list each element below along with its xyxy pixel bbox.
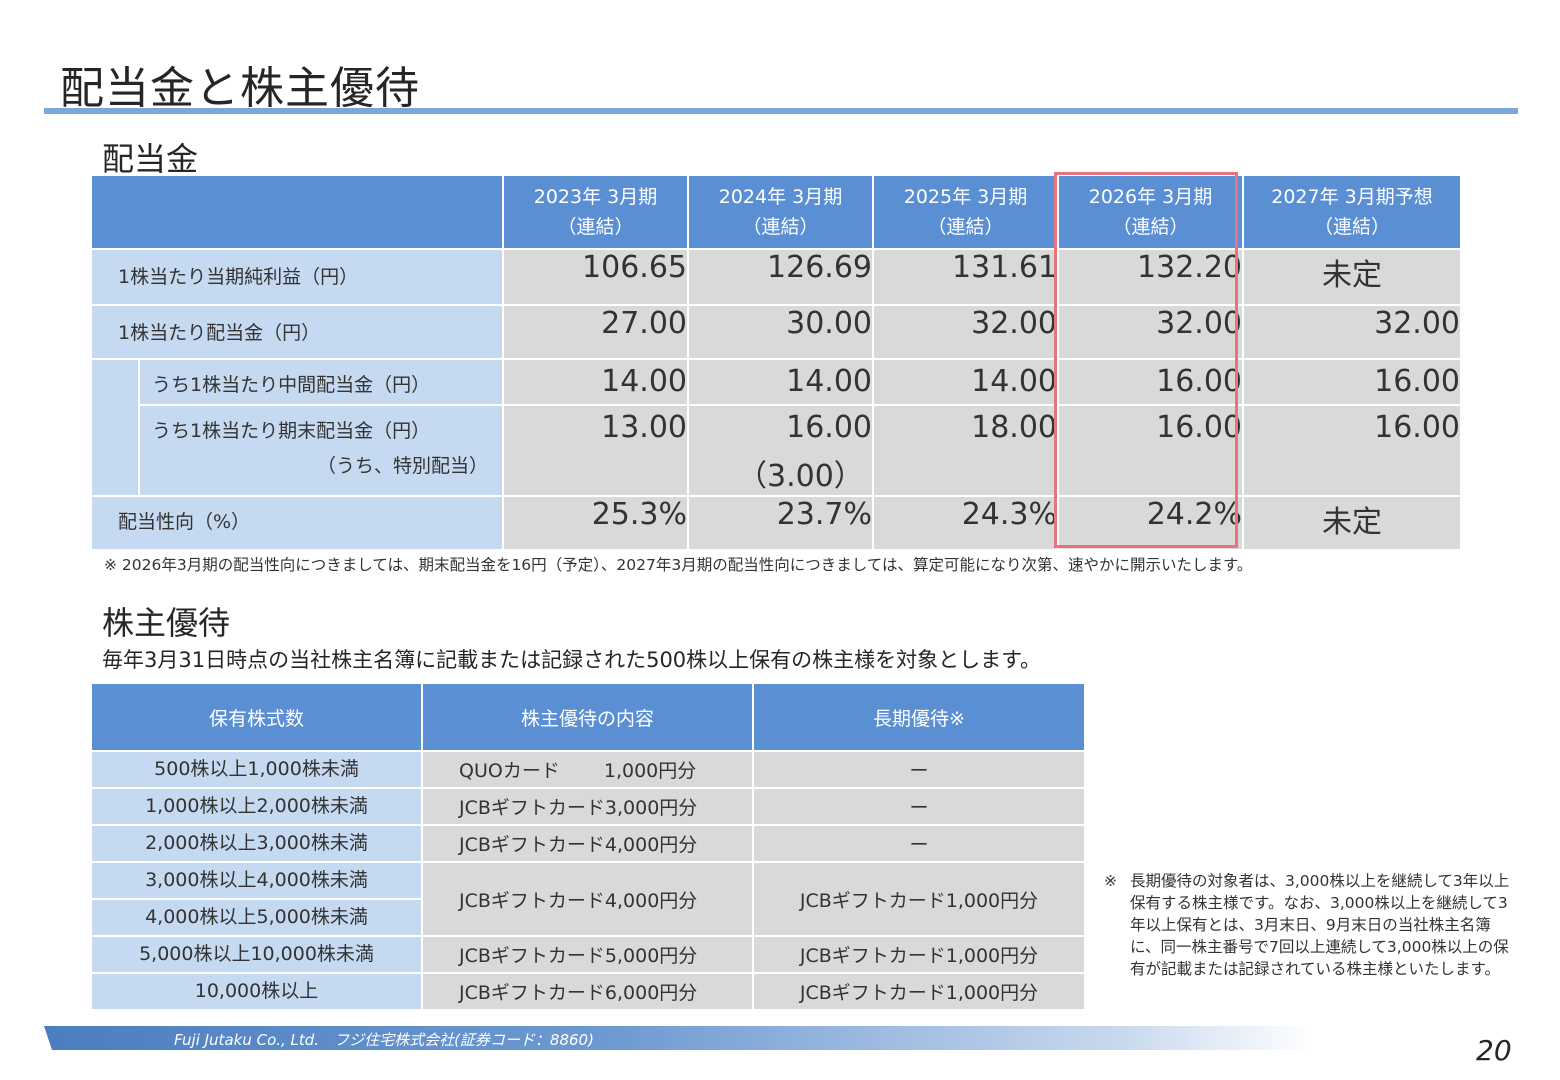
footer-company: Fuji Jutaku Co., Ltd. フジ住宅株式会社(証券コード：886… [174,1031,594,1049]
yutai-intro: 毎年3月31日時点の当社株主名簿に記載または記録された500株以上保有の株主様を… [102,648,1042,672]
cell-dps-2024: 30.00 [687,304,874,360]
yutai-content-cell: JCBギフトカード3,000円分 [421,787,754,826]
page-number: 20 [1476,1034,1512,1067]
yutai-shares-cell: 10,000株以上 [90,972,423,1011]
cell-interim-2027: 16.00 [1242,358,1462,406]
yutai-row: 1,000株以上2,000株未満 JCBギフトカード3,000円分 ー [90,787,1086,826]
dividend-note: ※ 2026年3月期の配当性向につきましては、期末配当金を16円（予定）、202… [104,556,1253,574]
note-text: 長期優待の対象者は、3,000株以上を継続して3年以上保有する株主様です。なお、… [1130,872,1510,978]
long-term-yutai-note: ※ 長期優待の対象者は、3,000株以上を継続して3年以上保有する株主様です。な… [1104,870,1514,980]
yutai-shares-cell: 1,000株以上2,000株未満 [90,787,423,826]
yutai-shares-cell: 2,000株以上3,000株未満 [90,824,423,863]
row-payout: 配当性向（%） 25.3% 23.7% 24.3% 24.2% 未定 [90,495,1462,551]
yutai-long-cell: ー [752,824,1086,863]
cell-yearend-2024: 16.00 （3.00） [687,404,874,497]
yutai-shares-cell: 5,000株以上10,000株未満 [90,935,423,974]
indent-spacer-cell [90,358,140,497]
cell-yearend-2027: 16.00 [1242,404,1462,497]
title-divider [44,108,1518,114]
dividend-heading: 配当金 [102,140,199,178]
yutai-shares-cell: 3,000株以上4,000株未満 [90,861,423,900]
yutai-header-row: 保有株式数 株主優待の内容 長期優待※ [90,682,1086,752]
column-header-2024: 2024年 3月期 （連結） [687,174,874,250]
cell-interim-2025: 14.00 [872,358,1059,406]
cell-eps-2024: 126.69 [687,248,874,306]
yutai-table: 保有株式数 株主優待の内容 長期優待※ 500株以上1,000株未満 QUOカー… [90,682,1086,1011]
dividend-table: 2023年 3月期 （連結） 2024年 3月期 （連結） 2025年 3月期 （連結… [90,174,1462,551]
yutai-heading: 株主優待 [102,604,231,642]
cell-eps-2025: 131.61 [872,248,1059,306]
column-header-2023: 2023年 3月期 （連結） [502,174,689,250]
yutai-content-cell: JCBギフトカード4,000円分 [421,861,754,937]
row-label-interim: うち1株当たり中間配当金（円） [138,358,504,406]
yutai-row: 5,000株以上10,000株未満 JCBギフトカード5,000円分 JCBギフ… [90,935,1086,974]
yutai-row: 10,000株以上 JCBギフトカード6,000円分 JCBギフトカード1,00… [90,972,1086,1011]
row-label-eps: 1株当たり当期純利益（円） [90,248,504,306]
cell-yearend-2026: 16.00 [1057,404,1244,497]
cell-yearend-2025: 18.00 [872,404,1059,497]
cell-dps-2027: 32.00 [1242,304,1462,360]
row-yearend: うち1株当たり期末配当金（円） （うち、特別配当） 13.00 16.00 （3.… [91,404,1462,497]
yutai-content-cell: QUOカード 1,000円分 [421,750,754,789]
page-title: 配当金と株主優待 [60,63,420,114]
yutai-content-cell: JCBギフトカード5,000円分 [421,935,754,974]
cell-payout-2027: 未定 [1242,495,1462,551]
column-header-2027-forecast: 2027年 3月期予想 （連結） [1242,174,1462,250]
cell-special-2024: （3.00） [737,459,864,494]
cell-interim-2024: 14.00 [687,358,874,406]
yutai-content-cell: JCBギフトカード6,000円分 [421,972,754,1011]
yutai-content-cell: JCBギフトカード4,000円分 [421,824,754,863]
cell-payout-2024: 23.7% [687,495,874,551]
cell-dps-2026: 32.00 [1057,304,1244,360]
cell-eps-2026: 132.20 [1057,248,1244,306]
note-mark: ※ [1104,872,1117,890]
yutai-long-cell: ー [752,750,1086,789]
cell-dps-2023: 27.00 [502,304,689,360]
cell-payout-2025: 24.3% [872,495,1059,551]
column-header-2026: 2026年 3月期 （連結） [1057,174,1244,250]
yutai-long-cell: JCBギフトカード1,000円分 [752,935,1086,974]
cell-eps-2027: 未定 [1242,248,1462,306]
yutai-col-shares: 保有株式数 [90,682,423,752]
yutai-row: 3,000株以上4,000株未満 JCBギフトカード4,000円分 JCBギフト… [90,861,1086,937]
row-label-payout: 配当性向（%） [90,495,504,551]
cell-payout-2023: 25.3% [502,495,689,551]
yutai-col-content: 株主優待の内容 [421,682,754,752]
yutai-row: 2,000株以上3,000株未満 JCBギフトカード4,000円分 ー [90,824,1086,863]
cell-dps-2025: 32.00 [872,304,1059,360]
row-eps: 1株当たり当期純利益（円） 106.65 126.69 131.61 132.2… [90,248,1462,306]
row-label-dps: 1株当たり配当金（円） [90,304,504,360]
row-label-special: （うち、特別配当） [316,455,488,477]
yutai-long-cell: JCBギフトカード1,000円分 [752,972,1086,1011]
cell-eps-2023: 106.65 [502,248,689,306]
cell-payout-2026: 24.2% [1057,495,1244,551]
cell-interim-2026: 16.00 [1057,358,1244,406]
yutai-shares-cell: 4,000株以上5,000株未満 [90,898,423,937]
yutai-long-cell: JCBギフトカード1,000円分 [752,861,1086,937]
header-corner-cell [90,174,504,250]
footer-bar [44,1026,1314,1050]
cell-yearend-2023: 13.00 [502,404,689,497]
row-label-yearend: うち1株当たり期末配当金（円） （うち、特別配当） [138,404,504,497]
row-interim: うち1株当たり中間配当金（円） 14.00 14.00 14.00 16.00 … [90,358,1462,497]
column-header-2025: 2025年 3月期 （連結） [872,174,1059,250]
yutai-shares-cell: 500株以上1,000株未満 [90,750,423,789]
yutai-row: 4,000株以上5,000株未満 [90,898,1085,937]
yutai-col-long: 長期優待※ [752,682,1086,752]
cell-interim-2023: 14.00 [502,358,689,406]
row-dps: 1株当たり配当金（円） 27.00 30.00 32.00 32.00 32.0… [90,304,1462,360]
yutai-long-cell: ー [752,787,1086,826]
yutai-row: 500株以上1,000株未満 QUOカード 1,000円分 ー [90,750,1086,789]
fy2026-highlight-box [1054,172,1238,548]
dividend-header-row: 2023年 3月期 （連結） 2024年 3月期 （連結） 2025年 3月期 （連結… [90,174,1462,250]
